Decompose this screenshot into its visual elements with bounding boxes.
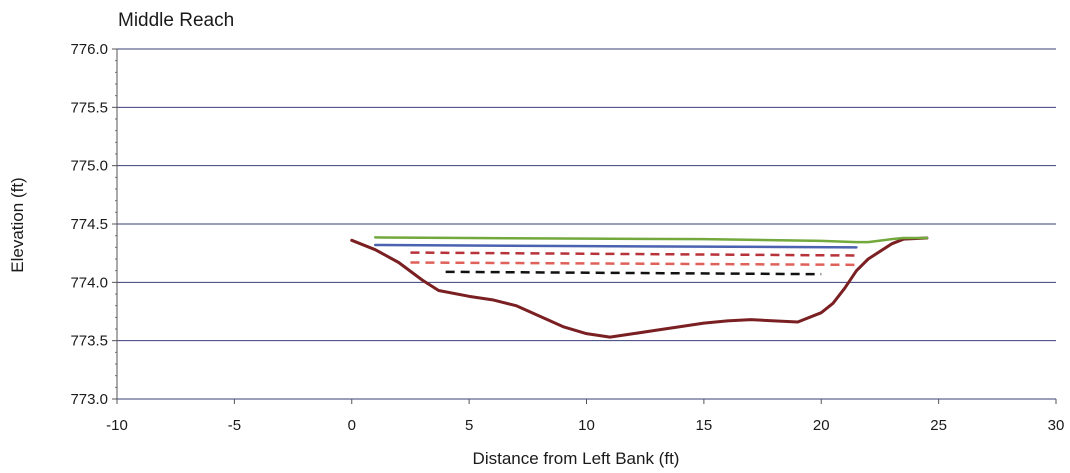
- axes: [112, 48, 1057, 404]
- x-tick-label: 20: [813, 417, 830, 434]
- y-tick-label: 775.0: [70, 158, 108, 175]
- series-line-3: [373, 243, 858, 249]
- series-line-5: [410, 261, 857, 267]
- series-group: [350, 236, 929, 339]
- x-tick-label: 15: [696, 417, 713, 434]
- series-line-2: [373, 236, 929, 244]
- y-tick-labels: 773.0 773.5 774.0 774.5 775.0 775.5 776.0: [70, 41, 108, 408]
- x-axis-title: Distance from Left Bank (ft): [473, 449, 680, 468]
- series-line-1: [350, 236, 929, 339]
- y-axis-title: Elevation (ft): [8, 177, 27, 272]
- chart-title: Middle Reach: [118, 10, 234, 31]
- series-line-4: [410, 251, 857, 257]
- x-tick-label: 5: [465, 417, 473, 434]
- x-tick-label: 10: [578, 417, 595, 434]
- y-tick-label: 773.0: [70, 391, 108, 408]
- y-tick-label: 776.0: [70, 41, 108, 58]
- series-line-6: [445, 270, 822, 276]
- y-tick-label: 775.5: [70, 99, 108, 116]
- x-tick-label: 0: [348, 417, 356, 434]
- x-tick-label: -5: [228, 417, 241, 434]
- grid-lines: [117, 48, 1056, 400]
- y-tick-label: 774.0: [70, 274, 108, 291]
- y-tick-label: 774.5: [70, 216, 108, 233]
- x-tick-labels: -10 -5 0 5 10 15 20 25 30: [106, 417, 1064, 434]
- x-tick-label: 25: [930, 417, 947, 434]
- y-tick-label: 773.5: [70, 333, 108, 350]
- x-tick-label: 30: [1048, 417, 1065, 434]
- x-tick-label: -10: [106, 417, 128, 434]
